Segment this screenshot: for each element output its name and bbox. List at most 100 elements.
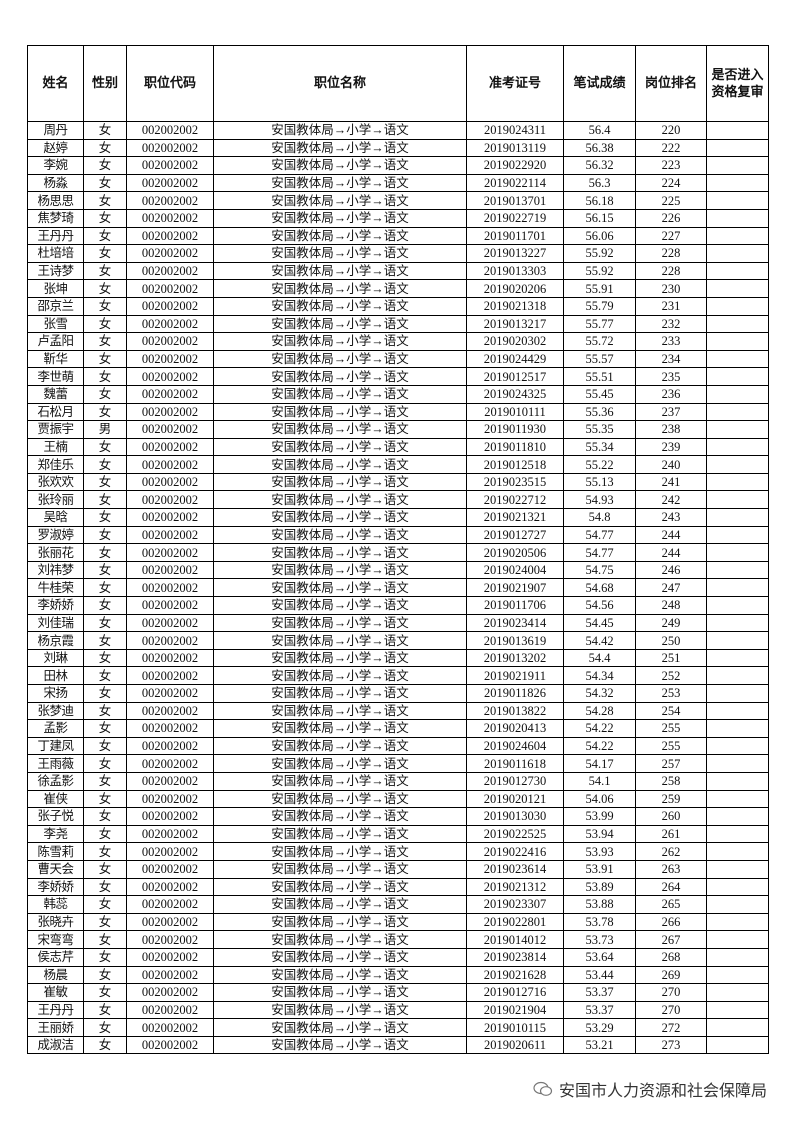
cell-position-name: 安国教体局→小学→语文	[213, 648, 467, 668]
cell-gender: 女	[83, 859, 127, 879]
cell-name: 刘佳瑞	[27, 613, 84, 633]
header-review: 是否进入资格复审	[706, 45, 769, 122]
table-row: 郑佳乐女 002002002 安国教体局→小学→语文 2019012518 55.22 2…	[27, 455, 769, 474]
cell-position-code: 002002002	[126, 296, 214, 316]
cell-position-code: 002002002	[126, 173, 214, 193]
cell-exam-id: 2019020611	[466, 1035, 564, 1055]
cell-rank: 228	[635, 244, 707, 263]
cell-rank: 246	[635, 560, 707, 580]
cell-position-name: 安国教体局→小学→语文	[213, 771, 467, 791]
cell-gender: 女	[83, 121, 127, 140]
cell-position-code: 002002002	[126, 648, 214, 668]
cell-review	[706, 173, 769, 193]
cell-review	[706, 771, 769, 791]
cell-rank: 259	[635, 789, 707, 809]
cell-score: 54.77	[563, 543, 636, 562]
cell-score: 54.06	[563, 789, 636, 809]
cell-exam-id: 2019012518	[466, 455, 564, 474]
cell-rank: 258	[635, 771, 707, 791]
table-row: 李娇娇女 002002002 安国教体局→小学→语文 2019011706 54.56 2…	[27, 596, 769, 615]
cell-name: 王诗梦	[27, 261, 84, 281]
table-row: 李尧女 002002002 安国教体局→小学→语文 2019022525 53.94 26…	[27, 824, 769, 844]
cell-rank: 252	[635, 666, 707, 685]
cell-rank: 270	[635, 983, 707, 1002]
cell-gender: 女	[83, 912, 127, 932]
cell-exam-id: 2019021911	[466, 666, 564, 685]
cell-exam-id: 2019011810	[466, 437, 564, 457]
cell-exam-id: 2019012716	[466, 983, 564, 1002]
cell-name: 罗淑婷	[27, 525, 84, 545]
cell-review	[706, 138, 769, 158]
cell-position-code: 002002002	[126, 208, 214, 228]
cell-position-code: 002002002	[126, 859, 214, 879]
cell-name: 侯志芹	[27, 947, 84, 967]
cell-score: 56.06	[563, 226, 636, 246]
cell-position-code: 002002002	[126, 1018, 214, 1037]
cell-position-name: 安国教体局→小学→语文	[213, 420, 467, 439]
cell-position-code: 002002002	[126, 930, 214, 949]
cell-exam-id: 2019022920	[466, 156, 564, 175]
cell-gender: 女	[83, 261, 127, 281]
cell-gender: 女	[83, 1035, 127, 1055]
cell-name: 李娇娇	[27, 596, 84, 615]
cell-position-name: 安国教体局→小学→语文	[213, 173, 467, 193]
cell-position-code: 002002002	[126, 437, 214, 457]
cell-rank: 253	[635, 684, 707, 703]
cell-rank: 243	[635, 508, 707, 527]
cell-gender: 女	[83, 930, 127, 949]
cell-rank: 255	[635, 736, 707, 756]
cell-exam-id: 2019023814	[466, 947, 564, 967]
cell-position-name: 安国教体局→小学→语文	[213, 156, 467, 175]
cell-name: 卢孟阳	[27, 332, 84, 351]
cell-score: 53.64	[563, 947, 636, 967]
cell-position-code: 002002002	[126, 983, 214, 1002]
cell-position-name: 安国教体局→小学→语文	[213, 261, 467, 281]
cell-exam-id: 2019022416	[466, 842, 564, 861]
cell-position-name: 安国教体局→小学→语文	[213, 543, 467, 562]
cell-score: 53.73	[563, 930, 636, 949]
cell-rank: 265	[635, 895, 707, 914]
cell-score: 53.94	[563, 824, 636, 844]
cell-score: 53.21	[563, 1035, 636, 1055]
cell-name: 杜培培	[27, 244, 84, 263]
cell-gender: 女	[83, 983, 127, 1002]
cell-review	[706, 648, 769, 668]
cell-gender: 女	[83, 842, 127, 861]
cell-review	[706, 877, 769, 897]
cell-position-name: 安国教体局→小学→语文	[213, 877, 467, 897]
cell-review	[706, 842, 769, 861]
cell-exam-id: 2019022801	[466, 912, 564, 932]
cell-rank: 244	[635, 543, 707, 562]
cell-gender: 女	[83, 384, 127, 404]
cell-gender: 女	[83, 226, 127, 246]
cell-score: 53.89	[563, 877, 636, 897]
cell-exam-id: 2019024325	[466, 384, 564, 404]
cell-review	[706, 261, 769, 281]
table-row: 曹天会女 002002002 安国教体局→小学→语文 2019023614 53.91 2…	[27, 859, 769, 879]
cell-position-code: 002002002	[126, 508, 214, 527]
table-row: 石松月女 002002002 安国教体局→小学→语文 2019010111 55.36 2…	[27, 402, 769, 422]
cell-rank: 254	[635, 701, 707, 721]
cell-gender: 女	[83, 332, 127, 351]
cell-position-name: 安国教体局→小学→语文	[213, 578, 467, 598]
cell-name: 王丹丹	[27, 1000, 84, 1020]
cell-score: 55.92	[563, 244, 636, 263]
table-row: 吴晗女 002002002 安国教体局→小学→语文 2019021321 54.8 243	[27, 508, 769, 527]
cell-review	[706, 279, 769, 298]
cell-position-code: 002002002	[126, 895, 214, 914]
cell-gender: 女	[83, 296, 127, 316]
cell-exam-id: 2019021318	[466, 296, 564, 316]
cell-score: 53.44	[563, 965, 636, 985]
cell-review	[706, 824, 769, 844]
cell-review	[706, 789, 769, 809]
cell-gender: 女	[83, 490, 127, 510]
cell-review	[706, 719, 769, 738]
cell-position-code: 002002002	[126, 156, 214, 175]
cell-rank: 264	[635, 877, 707, 897]
cell-position-name: 安国教体局→小学→语文	[213, 807, 467, 826]
cell-review	[706, 859, 769, 879]
cell-exam-id: 2019020506	[466, 543, 564, 562]
cell-review	[706, 226, 769, 246]
cell-name: 贾振宇	[27, 420, 84, 439]
cell-position-name: 安国教体局→小学→语文	[213, 895, 467, 914]
